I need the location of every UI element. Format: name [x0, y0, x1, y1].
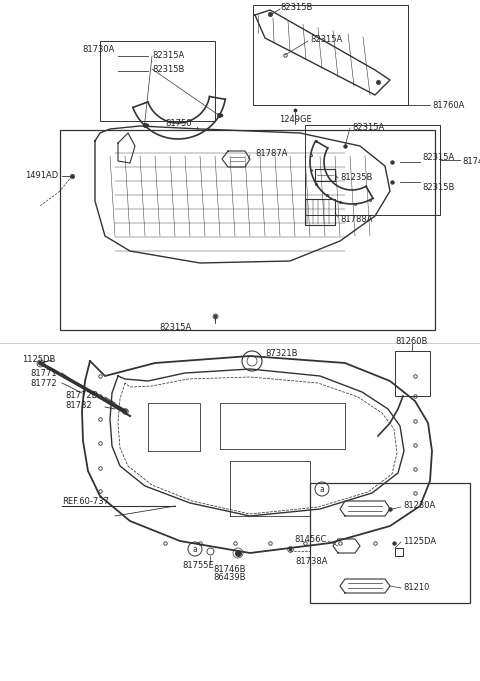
- Text: 1125DA: 1125DA: [403, 537, 436, 545]
- Text: 81772D: 81772D: [65, 392, 98, 400]
- Text: 81456C: 81456C: [295, 535, 327, 543]
- Text: 81230A: 81230A: [403, 501, 435, 511]
- Text: 81750: 81750: [165, 118, 192, 127]
- Bar: [395, 351, 430, 396]
- Text: 81788A: 81788A: [340, 215, 372, 223]
- Text: 82315A: 82315A: [310, 35, 342, 44]
- Text: 1491AD: 1491AD: [25, 172, 58, 180]
- Text: 81760A: 81760A: [432, 101, 464, 110]
- Text: 81210: 81210: [403, 584, 430, 592]
- Text: 81260B: 81260B: [395, 336, 427, 345]
- Bar: [253, 5, 408, 105]
- Bar: [305, 125, 440, 215]
- Text: 82315A: 82315A: [352, 123, 384, 133]
- Text: 87321B: 87321B: [265, 349, 298, 358]
- Text: 82315A: 82315A: [152, 52, 184, 61]
- Bar: [100, 41, 215, 121]
- Text: 82315B: 82315B: [152, 65, 184, 74]
- Text: 81746B: 81746B: [214, 565, 246, 573]
- Text: a: a: [192, 545, 197, 554]
- Text: 81740D: 81740D: [462, 157, 480, 166]
- Text: 82315B: 82315B: [280, 3, 312, 12]
- Text: 82315A: 82315A: [422, 153, 454, 161]
- Text: 81787A: 81787A: [255, 148, 288, 157]
- Bar: [310, 483, 470, 603]
- Text: 82315B: 82315B: [422, 183, 455, 191]
- Text: 81772: 81772: [30, 379, 57, 387]
- Text: 82315A: 82315A: [159, 323, 191, 332]
- Text: 81782: 81782: [65, 402, 92, 411]
- Text: REF.60-737: REF.60-737: [62, 496, 109, 505]
- Text: 1125DB: 1125DB: [22, 355, 55, 364]
- Text: 86439B: 86439B: [214, 573, 246, 582]
- Text: a: a: [320, 484, 324, 494]
- Text: 81738A: 81738A: [295, 556, 327, 565]
- Text: 81771: 81771: [30, 368, 57, 377]
- Text: 81755E: 81755E: [182, 560, 214, 569]
- Text: 81730A: 81730A: [82, 46, 114, 54]
- Text: 81235B: 81235B: [340, 174, 372, 183]
- Bar: [60, 130, 435, 330]
- Text: 1249GE: 1249GE: [278, 116, 312, 125]
